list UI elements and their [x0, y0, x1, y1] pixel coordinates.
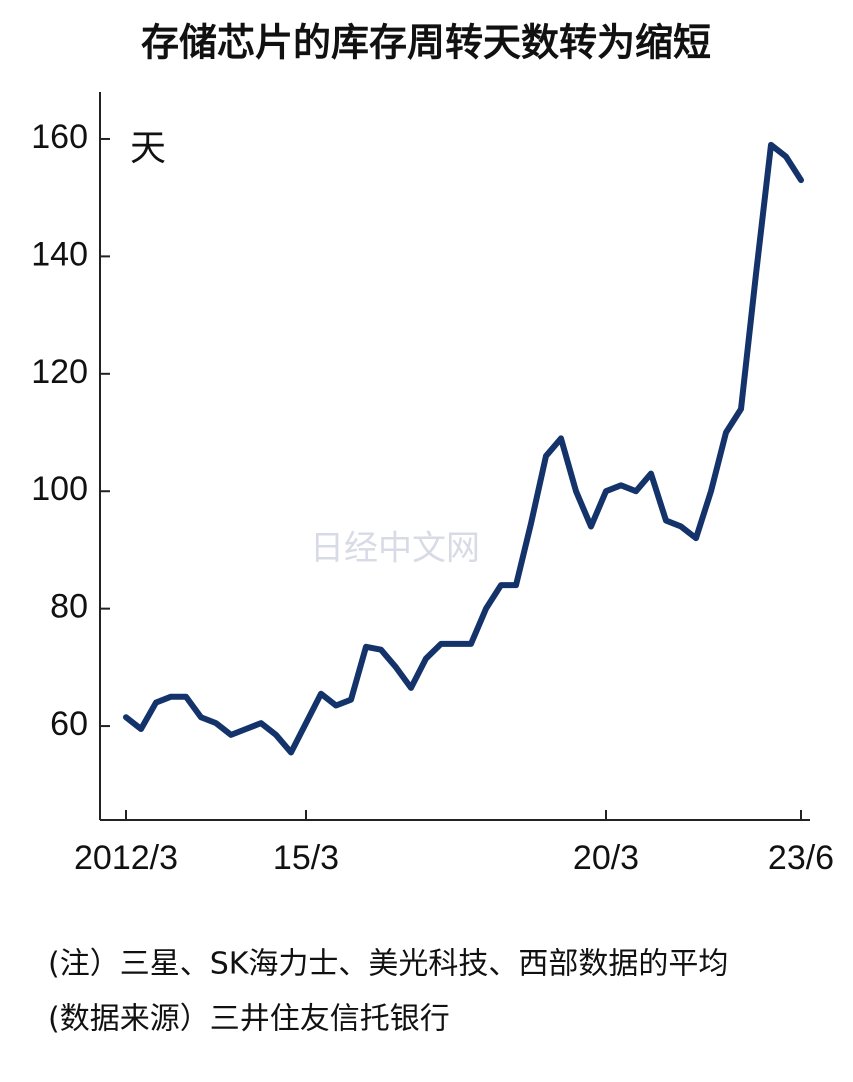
x-tick-label: 23/6	[768, 839, 834, 877]
x-tick-label: 20/3	[573, 839, 639, 877]
source: (数据来源）三井住友信托银行	[48, 1002, 450, 1037]
data-line	[123, 141, 804, 756]
y-tick-label: 60	[50, 705, 88, 743]
y-unit: 天	[130, 128, 166, 169]
watermark: 日经中文网	[310, 529, 480, 569]
y-tick-label: 80	[50, 588, 88, 626]
y-tick-label: 140	[31, 235, 88, 273]
y-tick-label: 100	[31, 470, 88, 508]
chart-title: 存储芯片的库存周转天数转为缩短	[141, 21, 711, 65]
x-tick-label: 2012/3	[74, 839, 178, 877]
x-tick-label: 15/3	[273, 839, 339, 877]
y-tick-label: 160	[31, 118, 88, 156]
y-tick-label: 120	[31, 353, 88, 391]
note: (注）三星、SK海力士、美光科技、西部数据的平均	[48, 947, 728, 982]
